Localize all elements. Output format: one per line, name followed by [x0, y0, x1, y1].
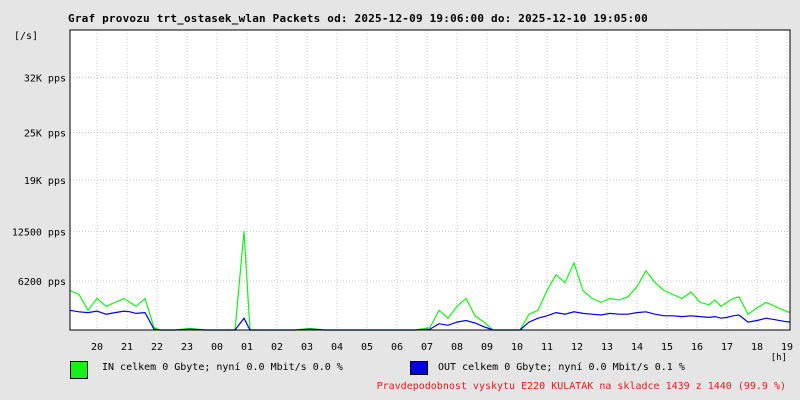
x-tick-label: 07 — [421, 342, 433, 353]
x-tick-label: 06 — [391, 342, 403, 353]
y-tick-label: 32K pps — [24, 73, 66, 84]
x-tick-label: 04 — [331, 342, 343, 353]
x-tick-label: 22 — [151, 342, 163, 353]
x-tick-label: 12 — [571, 342, 583, 353]
x-tick-label: 16 — [691, 342, 703, 353]
x-tick-label: 03 — [301, 342, 313, 353]
x-tick-label: 20 — [91, 342, 103, 353]
x-axis-label: [h] — [771, 353, 787, 363]
y-tick-label: 19K pps — [24, 176, 66, 187]
legend-in-label: IN celkem 0 Gbyte; nyní 0.0 Mbit/s 0.0 % — [102, 362, 343, 373]
x-tick-label: 23 — [181, 342, 193, 353]
x-tick-label: 02 — [271, 342, 283, 353]
plot-border — [69, 29, 791, 331]
y-tick-label: 6200 pps — [18, 277, 66, 288]
x-tick-label: 14 — [631, 342, 643, 353]
y-axis-label: [/s] — [14, 31, 39, 42]
x-tick-label: 17 — [721, 342, 733, 353]
y-tick-label: 25K pps — [24, 129, 66, 140]
x-tick-label: 00 — [211, 342, 223, 353]
y-tick-label: 12500 pps — [12, 227, 66, 238]
legend-out-swatch — [410, 361, 428, 375]
legend-in-swatch — [70, 361, 88, 379]
x-tick-label: 18 — [751, 342, 763, 353]
x-tick-label: 21 — [121, 342, 133, 353]
x-tick-label: 05 — [361, 342, 373, 353]
x-tick-label: 13 — [601, 342, 613, 353]
x-tick-label: 19 — [781, 342, 793, 353]
x-tick-label: 15 — [661, 342, 673, 353]
x-tick-label: 08 — [451, 342, 463, 353]
legend-out-label: OUT celkem 0 Gbyte; nyní 0.0 Mbit/s 0.1 … — [438, 362, 685, 373]
x-tick-label: 01 — [241, 342, 253, 353]
x-tick-label: 09 — [481, 342, 493, 353]
footer-note: Pravdepodobnost vyskytu E220 KULATAK na … — [376, 381, 786, 392]
x-tick-label: 10 — [511, 342, 523, 353]
chart-title: Graf provozu trt_ostasek_wlan Packets od… — [68, 12, 648, 25]
x-tick-label: 11 — [541, 342, 553, 353]
